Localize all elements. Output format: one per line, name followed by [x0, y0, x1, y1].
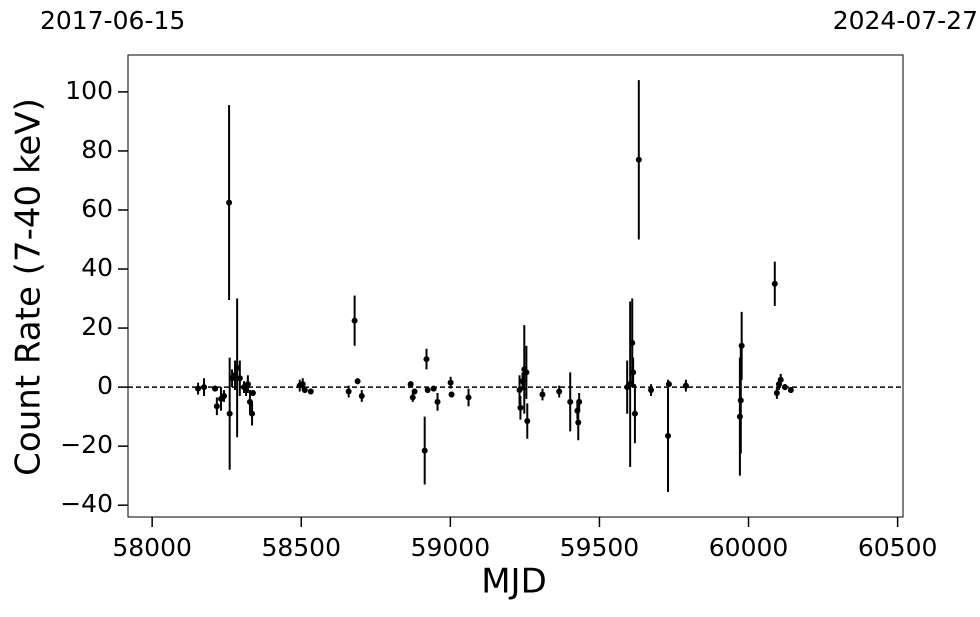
data-point	[195, 385, 202, 392]
top-left-label: 2017-06-15	[40, 6, 185, 35]
data-point	[539, 391, 546, 398]
data-point	[301, 387, 308, 394]
y-tick-label: 0	[97, 371, 113, 400]
y-tick-label: 60	[81, 194, 113, 223]
x-tick-label: 58500	[261, 533, 341, 562]
data-point	[665, 432, 672, 439]
data-point	[409, 394, 416, 401]
data-point	[575, 419, 582, 426]
data-point	[516, 387, 523, 394]
data-point	[423, 356, 430, 363]
data-point	[635, 156, 642, 163]
data-point	[212, 385, 219, 392]
data-point	[576, 398, 583, 405]
data-point	[221, 392, 228, 399]
data-point	[771, 280, 778, 287]
y-tick-label: −40	[60, 489, 113, 518]
data-point	[351, 317, 358, 324]
data-point	[682, 382, 689, 389]
data-point	[448, 391, 455, 398]
y-tick-label: 80	[81, 135, 113, 164]
data-point	[430, 385, 437, 392]
data-point	[249, 410, 256, 417]
y-tick-label: 40	[81, 253, 113, 282]
x-tick-label: 59500	[560, 533, 640, 562]
y-tick-label: −20	[60, 430, 113, 459]
data-point	[773, 390, 780, 397]
data-point	[629, 339, 636, 346]
y-tick-label: 20	[81, 312, 113, 341]
data-point	[354, 378, 361, 385]
data-point	[524, 418, 531, 425]
data-point	[249, 390, 256, 397]
x-axis-label: MJD	[481, 562, 547, 602]
data-point	[411, 388, 418, 395]
x-tick-label: 60000	[709, 533, 789, 562]
data-point	[299, 381, 306, 388]
data-point	[434, 398, 441, 405]
data-point	[737, 397, 744, 404]
data-point	[244, 381, 251, 388]
data-point	[358, 392, 365, 399]
top-right-label: 2024-07-27	[833, 6, 978, 35]
data-point	[738, 342, 745, 349]
x-tick-label: 58000	[112, 533, 192, 562]
data-point	[201, 384, 208, 391]
data-point	[567, 398, 574, 405]
data-point	[236, 375, 243, 382]
plot-frame	[127, 54, 904, 518]
data-point	[631, 410, 638, 417]
data-point	[345, 388, 352, 395]
data-point	[421, 447, 428, 454]
data-point	[523, 369, 530, 376]
data-point	[648, 387, 655, 394]
data-point	[234, 364, 241, 371]
data-point	[556, 388, 563, 395]
data-point	[226, 199, 233, 206]
data-point	[407, 381, 414, 388]
data-point	[447, 379, 454, 386]
data-point	[424, 387, 431, 394]
data-point	[465, 394, 472, 401]
data-point	[787, 387, 794, 394]
y-tick-label: 100	[65, 76, 113, 105]
data-point	[517, 404, 524, 411]
data-point	[213, 403, 220, 410]
x-tick-label: 60500	[858, 533, 938, 562]
data-point	[665, 381, 672, 388]
y-axis-label: Count Rate (7-40 keV)	[9, 98, 49, 476]
x-tick-label: 59000	[411, 533, 491, 562]
data-point	[777, 376, 784, 383]
data-point	[307, 388, 314, 395]
data-point	[781, 384, 788, 391]
data-point	[630, 369, 637, 376]
data-point	[226, 410, 233, 417]
